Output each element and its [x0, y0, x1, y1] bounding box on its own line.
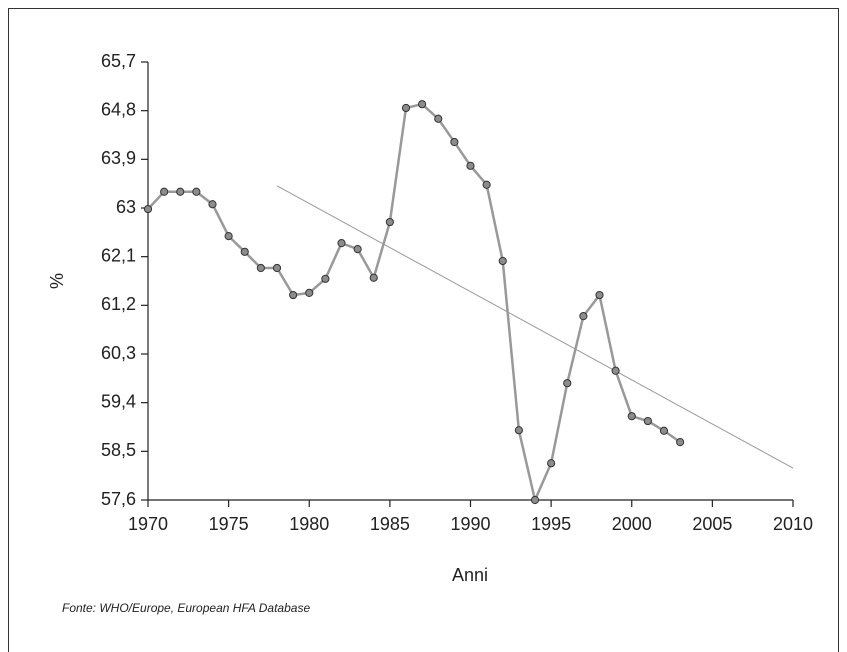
y-tick-label: 61,2 — [101, 294, 136, 314]
x-axis-label: Anni — [452, 565, 488, 585]
data-point — [337, 239, 346, 248]
x-tick-label: 1985 — [370, 514, 410, 534]
data-point — [627, 412, 636, 421]
data-point — [305, 288, 314, 297]
data-point — [418, 100, 427, 109]
data-point — [143, 204, 153, 214]
x-tick-label: 1970 — [128, 514, 168, 534]
data-point — [530, 495, 540, 505]
y-tick-label: 64,8 — [101, 99, 136, 119]
x-tick-label: 1980 — [289, 514, 329, 534]
data-point — [611, 366, 620, 375]
data-point — [676, 438, 685, 447]
data-point — [401, 103, 411, 113]
x-tick-label: 2005 — [692, 514, 732, 534]
y-tick-label: 65,7 — [101, 51, 136, 71]
x-tick-label: 2010 — [773, 514, 813, 534]
data-point — [369, 273, 378, 282]
data-point — [160, 187, 169, 196]
data-point — [192, 187, 201, 196]
data-point — [321, 274, 330, 283]
data-point — [659, 426, 669, 435]
data-point — [176, 187, 185, 196]
y-tick-label: 63 — [116, 197, 136, 217]
data-line — [147, 102, 681, 504]
data-point — [240, 247, 249, 256]
y-tick-label: 58,5 — [101, 440, 136, 460]
trend-line — [276, 185, 794, 469]
data-point — [272, 263, 282, 273]
data-point — [563, 379, 572, 388]
data-point — [450, 137, 459, 147]
y-axis-label: % — [47, 273, 67, 289]
data-point — [434, 114, 443, 123]
data-point — [289, 290, 298, 300]
data-point — [514, 426, 523, 435]
x-tick-label: 2000 — [612, 514, 652, 534]
data-point — [498, 256, 507, 266]
x-tick-label: 1975 — [209, 514, 249, 534]
data-point — [579, 312, 588, 321]
x-tick-label: 1995 — [531, 514, 571, 534]
frame — [8, 8, 839, 652]
x-tick-label: 1990 — [450, 514, 490, 534]
y-tick-label: 59,4 — [101, 391, 136, 411]
y-tick-label: 60,3 — [101, 343, 136, 363]
data-point — [353, 244, 362, 254]
data-point — [466, 161, 475, 170]
data-point — [595, 290, 604, 300]
data-point — [482, 180, 491, 189]
data-point — [643, 416, 652, 426]
data-point — [547, 459, 556, 468]
data-point — [385, 217, 394, 227]
data-point — [224, 232, 233, 241]
data-point — [256, 263, 265, 273]
data-point — [208, 200, 217, 209]
y-tick-label: 62,1 — [101, 245, 136, 265]
y-tick-label: 57,6 — [101, 489, 136, 509]
source-note: Fonte: WHO/Europe, European HFA Database — [62, 601, 310, 615]
y-tick-label: 63,9 — [101, 148, 136, 168]
